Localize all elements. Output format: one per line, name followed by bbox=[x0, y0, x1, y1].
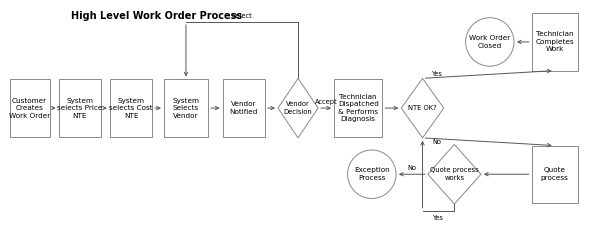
Text: Yes: Yes bbox=[433, 215, 444, 220]
Text: System
selects Price
NTE: System selects Price NTE bbox=[57, 98, 102, 119]
Text: Quote
process: Quote process bbox=[541, 167, 569, 181]
Polygon shape bbox=[428, 144, 481, 204]
Polygon shape bbox=[402, 78, 444, 138]
FancyBboxPatch shape bbox=[532, 146, 578, 203]
Text: Customer
Creates
Work Order: Customer Creates Work Order bbox=[9, 98, 50, 119]
Text: System
Selects
Vendor: System Selects Vendor bbox=[172, 98, 199, 119]
Text: Work Order
Closed: Work Order Closed bbox=[469, 35, 510, 49]
FancyBboxPatch shape bbox=[223, 79, 265, 137]
Text: Technician
Completes
Work: Technician Completes Work bbox=[535, 32, 574, 52]
Text: Vendor
Notified: Vendor Notified bbox=[229, 101, 258, 115]
FancyBboxPatch shape bbox=[532, 13, 578, 71]
Text: Yes: Yes bbox=[432, 72, 443, 77]
Text: Accept: Accept bbox=[315, 99, 337, 105]
FancyBboxPatch shape bbox=[334, 79, 382, 137]
Ellipse shape bbox=[465, 18, 514, 66]
Text: Reject: Reject bbox=[232, 13, 252, 19]
FancyBboxPatch shape bbox=[58, 79, 101, 137]
Text: No: No bbox=[432, 139, 441, 145]
Text: System
selects Cost
NTE: System selects Cost NTE bbox=[110, 98, 153, 119]
Text: No: No bbox=[408, 165, 417, 171]
Text: Quote process
works: Quote process works bbox=[430, 167, 479, 181]
Text: High Level Work Order Process: High Level Work Order Process bbox=[71, 11, 242, 21]
Text: Vendor
Decision: Vendor Decision bbox=[284, 101, 312, 115]
FancyBboxPatch shape bbox=[110, 79, 152, 137]
Text: Technician
Dispatched
& Performs
Diagnosis: Technician Dispatched & Performs Diagnos… bbox=[338, 94, 379, 122]
FancyBboxPatch shape bbox=[10, 79, 50, 137]
Ellipse shape bbox=[347, 150, 396, 198]
Text: Exception
Process: Exception Process bbox=[354, 167, 389, 181]
Polygon shape bbox=[278, 78, 318, 138]
FancyBboxPatch shape bbox=[164, 79, 208, 137]
Text: NTE OK?: NTE OK? bbox=[408, 105, 437, 111]
